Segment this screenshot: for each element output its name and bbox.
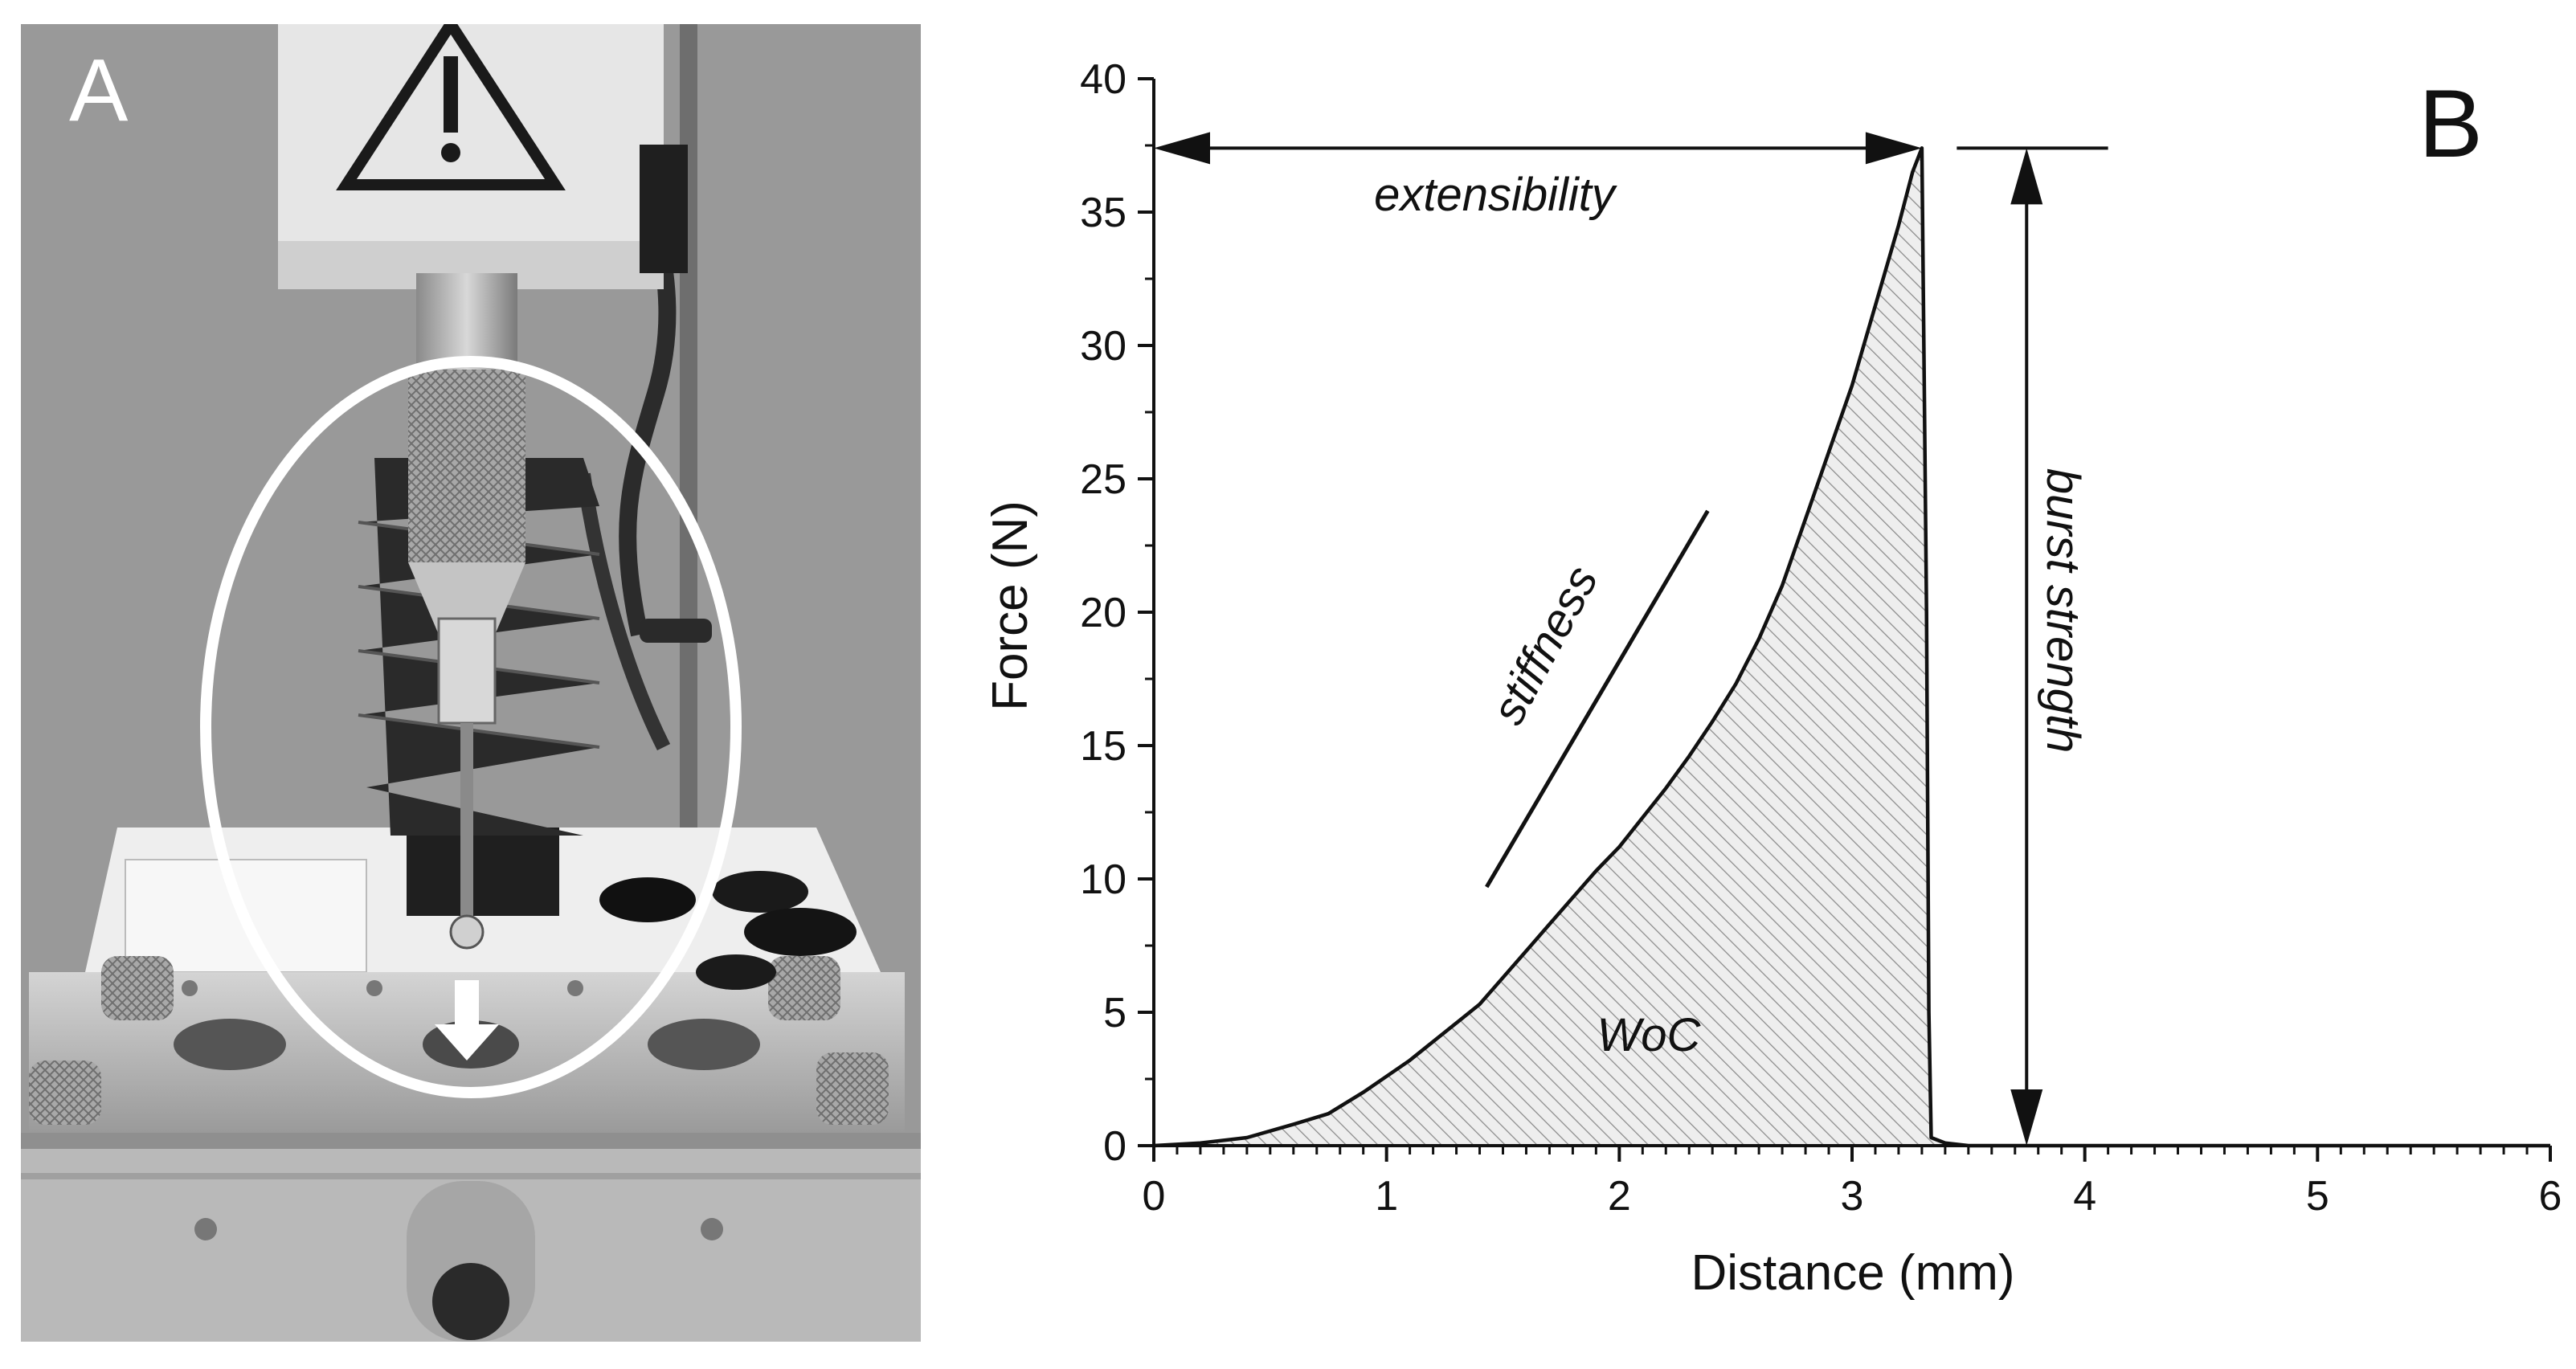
annotation-woc: WoC <box>1597 1009 1702 1061</box>
stiffness-tangent-line <box>1485 509 1710 889</box>
x-tick-label: 0 <box>1143 1173 1166 1220</box>
highlight-ellipse <box>200 356 742 1098</box>
x-tick-label: 3 <box>1841 1173 1864 1220</box>
force-curve <box>1153 146 2550 1148</box>
y-tick-label: 30 <box>1080 323 1126 370</box>
panel-a-label: A <box>69 41 129 140</box>
y-tick-label: 15 <box>1080 723 1126 770</box>
burst-strength-arrowhead-bottom <box>2010 1089 2043 1146</box>
x-tick-label: 6 <box>2539 1173 2562 1220</box>
y-tick-label: 40 <box>1080 56 1126 103</box>
x-tick-label: 4 <box>2073 1173 2096 1220</box>
apparatus-photo-panel: A <box>21 14 921 1342</box>
annotation-stiffness: stiffness <box>1482 558 1608 733</box>
x-tick-label: 5 <box>2306 1173 2329 1220</box>
force-distance-chart-panel: 0 1 2 3 4 5 6 0 5 10 15 20 25 30 35 40 B Distance (mm) … <box>932 0 2576 1365</box>
base-plate <box>21 619 921 1342</box>
apparatus-photo: A <box>21 14 921 1342</box>
y-tick-label: 10 <box>1080 856 1126 903</box>
y-tick-label: 35 <box>1080 190 1126 236</box>
y-tick-label: 20 <box>1080 590 1126 636</box>
y-tick-label: 5 <box>1103 990 1126 1036</box>
probe <box>408 273 525 950</box>
panel-b-label: B <box>2419 70 2483 178</box>
extensibility-arrowhead-left <box>1154 132 1210 165</box>
x-tick-label: 2 <box>1608 1173 1631 1220</box>
y-tick-label: 0 <box>1103 1123 1126 1170</box>
down-arrow-icon <box>435 980 499 1060</box>
extensibility-arrowhead-right <box>1865 132 1922 165</box>
y-tick-label: 25 <box>1080 456 1126 503</box>
y-axis-label: Force (N) <box>983 501 1038 711</box>
annotation-extensibility: extensibility <box>1374 169 1617 221</box>
annotation-burst-strength: burst strength <box>2037 468 2089 754</box>
x-tick-label: 1 <box>1375 1173 1398 1220</box>
work-of-compression-area <box>1154 148 2550 1146</box>
warning-icon <box>336 14 566 190</box>
x-axis-label: Distance (mm) <box>1691 1245 2014 1301</box>
instrument-housing <box>278 14 688 289</box>
burst-strength-arrowhead-top <box>2010 148 2043 205</box>
